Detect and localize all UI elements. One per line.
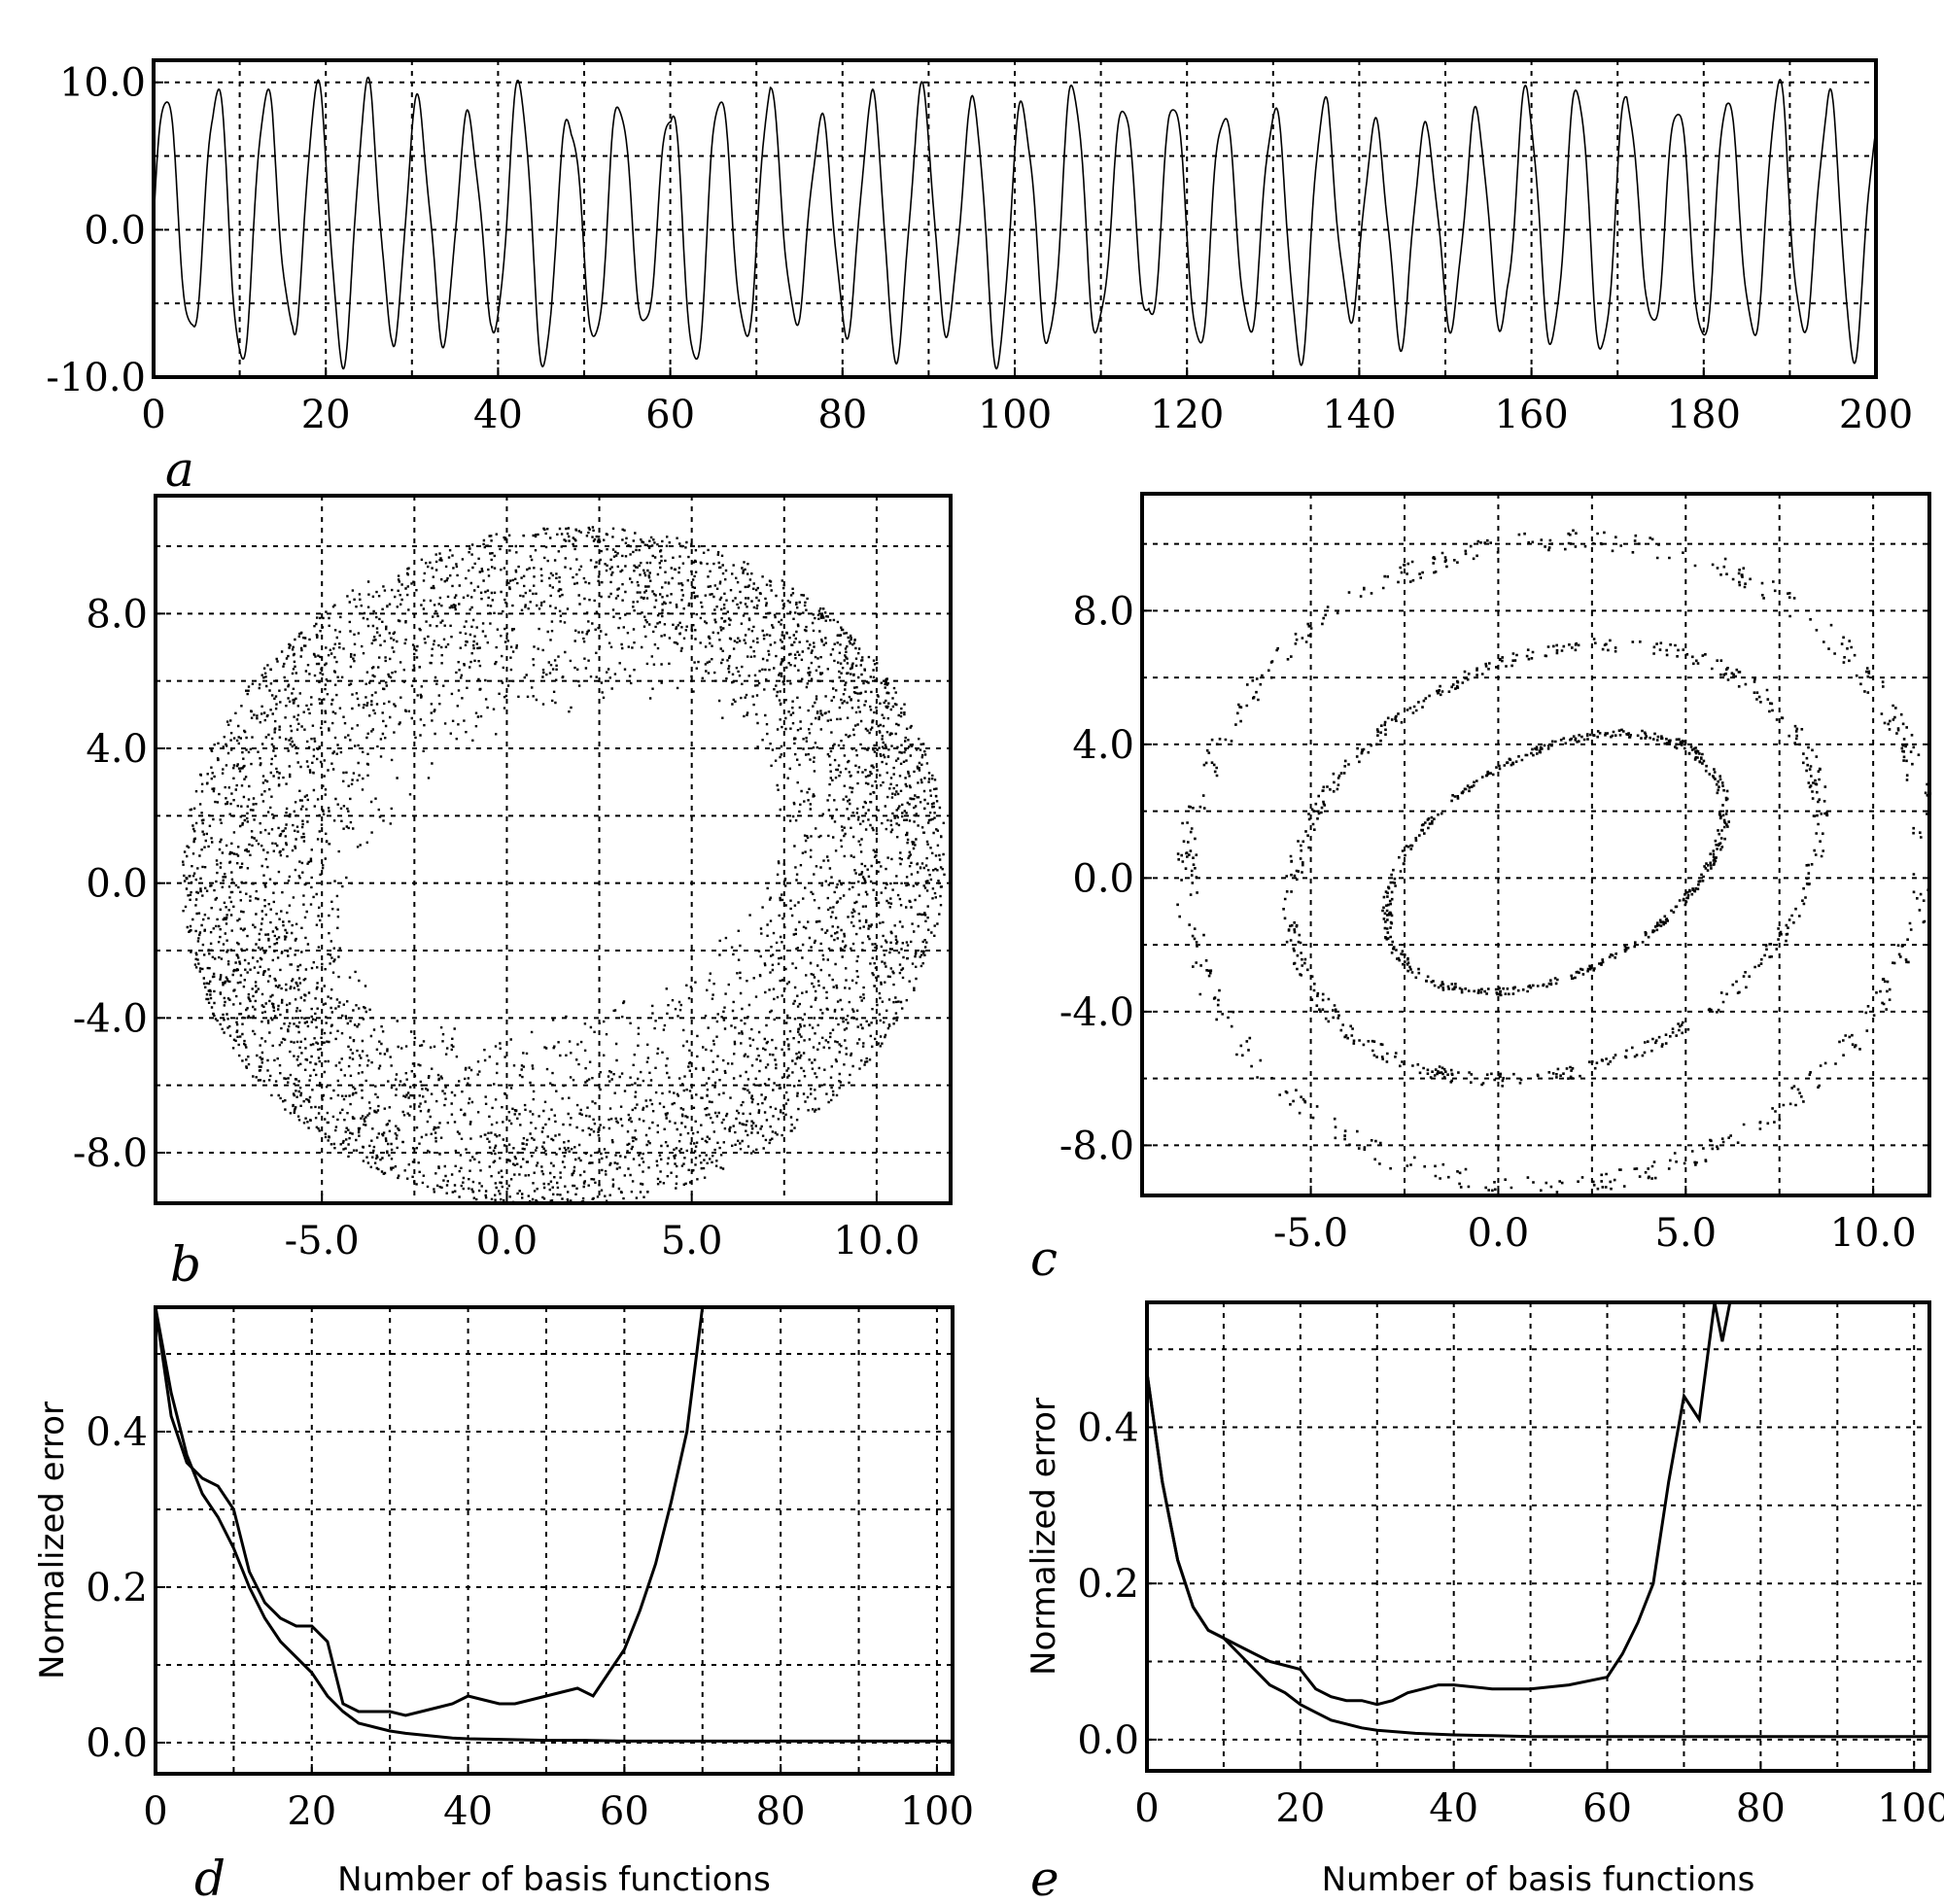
scatter-points: [1176, 529, 1932, 1194]
y-tick-label: -8.0: [73, 1131, 148, 1176]
x-tick-label: 5.0: [1654, 1211, 1717, 1256]
y-tick-label: 8.0: [1072, 589, 1134, 634]
y-tick-label: -4.0: [73, 996, 148, 1041]
series-line-1: [1145, 1300, 1738, 1707]
panel-label-b: b: [170, 1236, 201, 1293]
y-tick-label: -10.0: [46, 356, 146, 400]
y-tick-label: -8.0: [1059, 1124, 1134, 1168]
x-tick-label: 0: [141, 393, 165, 437]
x-tick-label: 0.0: [476, 1219, 538, 1264]
x-tick-label: 80: [817, 393, 867, 437]
series-line-2: [1145, 1372, 1929, 1739]
y-tick-label: 4.0: [86, 727, 148, 772]
ticks-a: 0 20 40 60 80 100 120 140 160 180 200 10.0 0.0 -10.0: [46, 61, 1913, 437]
grid-a: [154, 60, 1876, 377]
y-tick-label: 0.0: [1072, 856, 1134, 901]
data-d: [154, 1306, 953, 1743]
panel-label-a: a: [165, 441, 194, 498]
y-tick-label: 0.0: [86, 862, 148, 907]
chart-b: -5.0 0.0 5.0 10.0 8.0 4.0 0.0 -4.0 -8.0 b: [73, 494, 953, 1293]
ticks-e: 0 20 40 60 80 100 0.4 0.2 0.0: [1077, 1406, 1944, 1831]
ticks-b: -5.0 0.0 5.0 10.0 8.0 4.0 0.0 -4.0 -8.0: [73, 592, 920, 1264]
plot-frame: [1145, 1300, 1931, 1773]
plot-frame: [1140, 492, 1931, 1197]
x-axis-label: Number of basis functions: [1322, 1860, 1755, 1899]
y-tick-label: 0.2: [86, 1566, 148, 1610]
y-tick-label: 4.0: [1072, 723, 1134, 768]
x-tick-label: 10.0: [1830, 1211, 1917, 1256]
chart-c: -5.0 0.0 5.0 10.0 8.0 4.0 0.0 -4.0 -8.0 c: [1030, 492, 1932, 1287]
x-tick-label: 100: [900, 1789, 974, 1834]
chart-a: 0 20 40 60 80 100 120 140 160 180 200 10.0 0.0 -10.0 a: [46, 58, 1913, 498]
grid-c: [1142, 494, 1929, 1195]
scatter-points: [182, 526, 946, 1205]
x-tick-label: 120: [1150, 393, 1224, 437]
x-tick-label: 20: [1275, 1786, 1325, 1831]
x-tick-label: 80: [1736, 1786, 1786, 1831]
x-tick-label: 60: [645, 393, 695, 437]
x-tick-label: 100: [1877, 1786, 1944, 1831]
y-axis-label: Normalized error: [33, 1402, 72, 1679]
plot-frame: [154, 494, 953, 1205]
y-tick-label: 0.4: [86, 1410, 148, 1455]
series-line-2: [154, 1306, 953, 1743]
chart-e: 0 20 40 60 80 100 0.4 0.2 0.0 e Number of basis fu…: [1024, 1300, 1944, 1904]
x-tick-label: 80: [756, 1789, 806, 1834]
grid-e: [1147, 1302, 1929, 1771]
x-tick-label: -5.0: [285, 1219, 360, 1264]
series-line: [153, 76, 1877, 370]
data-e: [1145, 1300, 1929, 1739]
x-tick-label: 0.0: [1468, 1211, 1530, 1256]
x-tick-label: 40: [443, 1789, 493, 1834]
panel-label-d: d: [194, 1851, 226, 1904]
x-tick-label: 40: [1429, 1786, 1478, 1831]
panel-label-c: c: [1030, 1230, 1058, 1287]
y-tick-label: 0.0: [86, 1721, 148, 1766]
x-axis-label: Number of basis functions: [337, 1860, 771, 1899]
y-tick-label: 0.0: [1077, 1718, 1139, 1763]
x-tick-label: 100: [978, 393, 1052, 437]
plot-frame: [154, 1305, 955, 1776]
x-tick-label: 200: [1839, 393, 1913, 437]
x-tick-label: 20: [301, 393, 351, 437]
y-tick-label: 0.2: [1077, 1562, 1139, 1607]
data-a: [153, 76, 1877, 370]
x-tick-label: 0: [143, 1789, 167, 1834]
data-c: [1176, 529, 1932, 1194]
y-tick-label: -4.0: [1059, 990, 1134, 1035]
x-tick-label: 60: [600, 1789, 649, 1834]
y-tick-label: 0.0: [84, 208, 146, 253]
x-tick-label: 10.0: [833, 1219, 920, 1264]
x-tick-label: 140: [1322, 393, 1396, 437]
y-tick-label: 8.0: [86, 592, 148, 637]
y-tick-label: 10.0: [59, 61, 146, 106]
series-line-1: [154, 1306, 705, 1717]
y-axis-label: Normalized error: [1024, 1398, 1063, 1676]
x-tick-label: 0: [1134, 1786, 1159, 1831]
panel-label-e: e: [1030, 1851, 1059, 1904]
chart-d: 0 20 40 60 80 100 0.4 0.2 0.0 d Number of basis fu…: [33, 1305, 974, 1904]
x-tick-label: 60: [1582, 1786, 1632, 1831]
ticks-c: -5.0 0.0 5.0 10.0 8.0 4.0 0.0 -4.0 -8.0: [1059, 589, 1917, 1256]
grid-d: [156, 1307, 953, 1774]
data-b: [182, 526, 946, 1205]
x-tick-label: 20: [287, 1789, 336, 1834]
x-tick-label: 160: [1494, 393, 1568, 437]
ticks-d: 0 20 40 60 80 100 0.4 0.2 0.0: [86, 1410, 974, 1834]
x-tick-label: 5.0: [661, 1219, 723, 1264]
grid-b: [156, 496, 951, 1203]
x-tick-label: 180: [1667, 393, 1741, 437]
x-tick-label: -5.0: [1273, 1211, 1348, 1256]
y-tick-label: 0.4: [1077, 1406, 1139, 1451]
x-tick-label: 40: [473, 393, 523, 437]
